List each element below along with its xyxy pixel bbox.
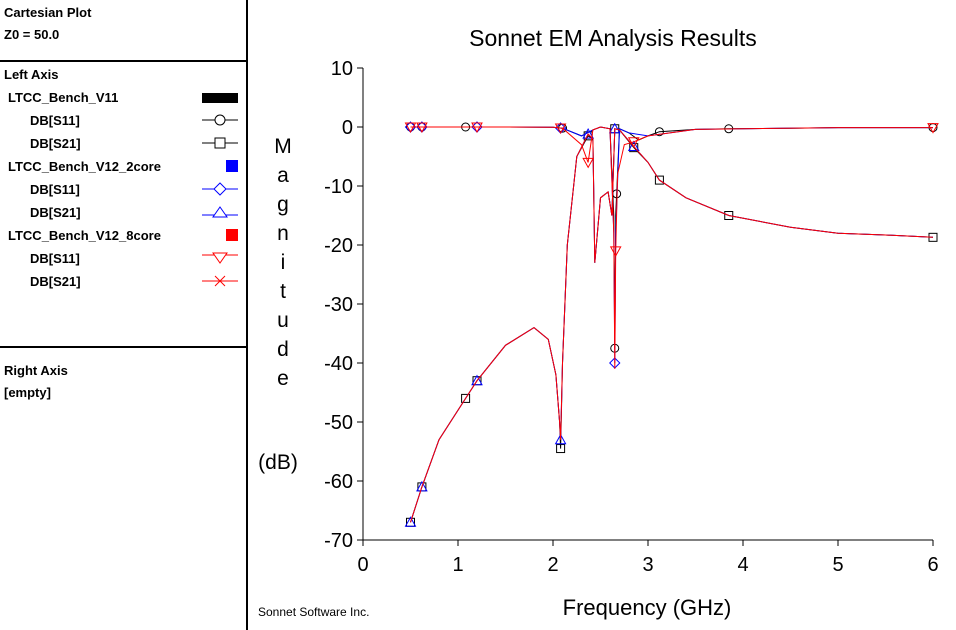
legend-group-label: LTCC_Bench_V11 (8, 90, 119, 105)
legend-item-label: DB[S11] (30, 251, 80, 266)
legend-item-label: DB[S11] (30, 113, 80, 128)
y-axis-label-letter: a (277, 164, 289, 187)
data-point-marker (582, 128, 594, 139)
right-axis-legend: Right Axis [empty] (0, 348, 246, 408)
y-tick-label: -20 (324, 235, 353, 257)
y-axis-label-letter: t (280, 280, 286, 303)
y-axis-label-letter: e (277, 367, 289, 390)
plot-series (404, 121, 939, 527)
data-point-marker (927, 123, 939, 134)
data-point-marker (554, 123, 567, 135)
series-line-2 (410, 126, 933, 364)
legend-item-label: DB[S21] (30, 136, 81, 151)
y-tick-label: -50 (324, 412, 353, 434)
y-tick-label: -60 (324, 471, 353, 493)
series-line-0 (410, 126, 933, 349)
group-color-swatch (226, 229, 238, 241)
legend-item-v11-s21[interactable]: DB[S21] (4, 132, 242, 155)
x-tick-label: 5 (832, 554, 843, 576)
data-point-marker (582, 157, 594, 169)
legend-item-2core-s21[interactable]: DB[S21] (4, 201, 242, 224)
triangle-up-marker-icon (202, 206, 238, 218)
square-marker-icon (202, 137, 238, 149)
y-axis-unit-label: (dB) (258, 451, 298, 474)
x-tick-label: 6 (927, 554, 938, 576)
data-point-marker (654, 175, 664, 185)
x-marker-icon (202, 275, 238, 287)
right-axis-value: [empty] (4, 385, 51, 400)
y-axis-label-letter: g (277, 193, 289, 216)
left-axis-legend: Left Axis LTCC_Bench_V11 DB[S11] DB[S21]… (0, 62, 246, 348)
data-point-marker (461, 393, 471, 403)
y-axis-label-letter: n (277, 222, 289, 245)
legend-item-v11-s11[interactable]: DB[S11] (4, 109, 242, 132)
legend-group-v12-8core[interactable]: LTCC_Bench_V12_8core (4, 224, 242, 247)
y-tick-label: 10 (331, 58, 353, 80)
y-axis-label-letter: u (277, 309, 289, 332)
x-tick-label: 1 (452, 554, 463, 576)
triangle-down-marker-icon (202, 252, 238, 264)
x-tick-label: 4 (737, 554, 748, 576)
legend-group-label: LTCC_Bench_V12_2core (8, 159, 161, 174)
y-tick-label: -30 (324, 294, 353, 316)
y-tick-label: -40 (324, 353, 353, 375)
plot-type-title: Cartesian Plot (4, 5, 92, 20)
plot-axes: 100-10-20-30-40-50-60-700 1 2 3 4 5 6 (324, 58, 938, 576)
legend-item-2core-s11[interactable]: DB[S11] (4, 178, 242, 201)
circle-marker-icon (202, 114, 238, 126)
y-tick-label: -70 (324, 530, 353, 552)
data-point-marker (556, 444, 566, 454)
x-tick-label: 2 (547, 554, 558, 576)
left-axis-title: Left Axis (4, 67, 59, 82)
data-point-marker (416, 122, 428, 134)
data-point-marker (724, 211, 734, 220)
legend-panel: Cartesian Plot Z0 = 50.0 Left Axis LTCC_… (0, 0, 248, 630)
series-line-4 (410, 126, 933, 369)
right-axis-title: Right Axis (4, 363, 68, 378)
x-axis-label: Frequency (GHz) (563, 595, 732, 620)
data-point-marker (416, 480, 428, 492)
legend-item-label: DB[S21] (30, 274, 81, 289)
data-point-marker (654, 127, 664, 137)
legend-item-8core-s21[interactable]: DB[S21] (4, 270, 242, 293)
z0-value: Z0 = 50.0 (4, 27, 60, 42)
chart-title: Sonnet EM Analysis Results (469, 25, 757, 51)
data-point-marker (554, 433, 567, 445)
legend-group-v11[interactable]: LTCC_Bench_V11 (4, 86, 242, 109)
data-point-marker (609, 246, 622, 257)
y-axis-label-letter: M (274, 135, 292, 158)
group-color-swatch (226, 160, 238, 172)
diamond-marker-icon (202, 182, 238, 196)
data-point-marker (404, 122, 417, 134)
legend-item-label: DB[S21] (30, 205, 81, 220)
series-line-5 (410, 128, 934, 523)
y-axis-label-letter: d (277, 338, 289, 361)
y-axis-label-letter: i (281, 251, 286, 274)
x-tick-label: 3 (642, 554, 653, 576)
y-tick-label: -10 (324, 176, 353, 198)
legend-group-label: LTCC_Bench_V12_8core (8, 228, 161, 243)
group-color-swatch (202, 93, 238, 103)
legend-item-8core-s11[interactable]: DB[S11] (4, 247, 242, 270)
x-tick-label: 0 (357, 554, 368, 576)
data-point-marker (627, 137, 640, 148)
legend-item-label: DB[S11] (30, 182, 80, 197)
footer-credit: Sonnet Software Inc. (258, 605, 369, 619)
legend-group-v12-2core[interactable]: LTCC_Bench_V12_2core (4, 155, 242, 178)
plot-info: Cartesian Plot Z0 = 50.0 (0, 0, 246, 62)
data-point-marker (404, 516, 417, 527)
y-tick-label: 0 (342, 117, 353, 139)
data-point-marker (471, 122, 483, 134)
data-point-marker (627, 140, 640, 151)
data-point-marker (471, 374, 483, 386)
